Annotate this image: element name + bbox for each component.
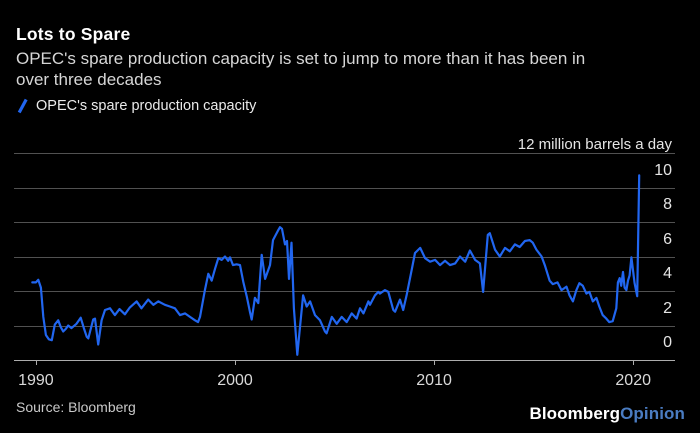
chart-title: Lots to Spare [16, 24, 131, 44]
logo-opinion: Opinion [620, 404, 685, 423]
y-axis-label: 2 [663, 299, 672, 317]
chart-subtitle: OPEC's spare production capacity is set … [16, 48, 585, 90]
logo-bloomberg: Bloomberg [529, 404, 621, 423]
spare-capacity-line [31, 174, 641, 356]
x-axis-label: 2020 [615, 372, 651, 389]
y-axis-label: 8 [663, 196, 672, 213]
legend-label: OPEC's spare production capacity [36, 98, 257, 114]
x-axis-label: 2010 [416, 372, 452, 389]
legend: OPEC's spare production capacity [16, 97, 256, 115]
chart-subtitle-line1: OPEC's spare production capacity is set … [16, 49, 586, 68]
legend-line-icon [17, 98, 28, 114]
bloomberg-opinion-logo: BloombergOpinion [529, 404, 685, 424]
x-axis-label: 1990 [18, 372, 54, 389]
y-axis-label: 6 [663, 230, 672, 248]
legend-slash [17, 98, 28, 114]
y-axis-label: 10 [654, 161, 672, 179]
x-axis-label: 2000 [217, 372, 253, 389]
chart-subtitle-line2: over three decades [16, 70, 162, 89]
y-axis-max-label: 12 million barrels a day [517, 136, 672, 153]
source-note: Source: Bloomberg [16, 399, 136, 415]
y-axis-label: 0 [663, 334, 672, 351]
y-axis-label: 4 [663, 265, 672, 282]
